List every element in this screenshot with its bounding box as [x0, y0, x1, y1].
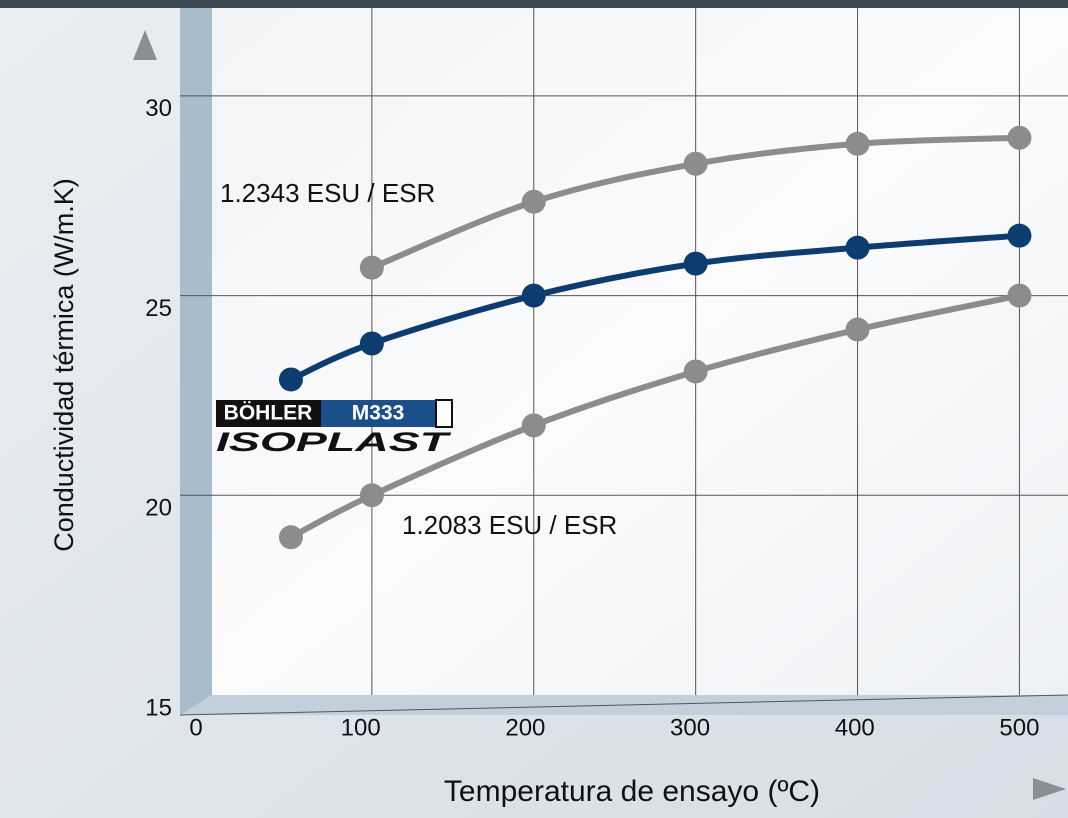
logo-line: ISOPLAST: [216, 427, 452, 457]
point: [683, 251, 708, 276]
point: [1007, 283, 1032, 308]
y-tick-label: 30: [145, 95, 172, 122]
logo-brand-box: [216, 400, 321, 427]
point: [1007, 125, 1032, 150]
x-tick-label: 0: [189, 714, 202, 741]
plot-area: [212, 8, 1068, 695]
top-bar: [0, 0, 1068, 8]
point: [521, 189, 546, 214]
y-arrow: [133, 30, 157, 60]
x-tick-label: 500: [999, 714, 1039, 741]
point: [359, 255, 384, 280]
logo-grade: M333: [352, 402, 405, 425]
point: [521, 413, 546, 438]
logo-end-box: [435, 399, 453, 428]
point: [278, 367, 303, 392]
x-axis-title: Temperatura de ensayo (ºC): [444, 775, 820, 808]
point: [683, 359, 708, 384]
logo: BÖHLER M333 ISOPLAST: [216, 399, 453, 457]
x-tick-label: 200: [505, 714, 545, 741]
point: [845, 235, 870, 260]
series-label: 1.2343 ESU / ESR: [220, 178, 435, 208]
point: [359, 483, 384, 508]
left-wall: [180, 8, 212, 715]
point: [278, 525, 303, 550]
grid: [179, 8, 1068, 716]
logo-brand: BÖHLER: [224, 402, 313, 425]
x-tick-label: 300: [670, 714, 710, 741]
point: [683, 151, 708, 176]
point: [521, 283, 546, 308]
y-tick-label: 15: [145, 694, 172, 721]
series-label: 1.2083 ESU / ESR: [402, 510, 617, 540]
y-axis-title: Conductividad térmica (W/m.K): [49, 178, 79, 552]
x-arrow: [1033, 778, 1066, 800]
y-tick-label: 20: [145, 495, 172, 522]
point: [845, 317, 870, 342]
point: [359, 331, 384, 356]
x-tick-label: 100: [341, 714, 381, 741]
y-tick-label: 25: [145, 295, 172, 322]
series-group: [278, 125, 1032, 550]
grid-line: [179, 694, 1068, 716]
point: [845, 131, 870, 156]
point: [1007, 223, 1032, 248]
x-tick-label: 400: [835, 714, 875, 741]
logo-grade-box: [321, 400, 436, 427]
